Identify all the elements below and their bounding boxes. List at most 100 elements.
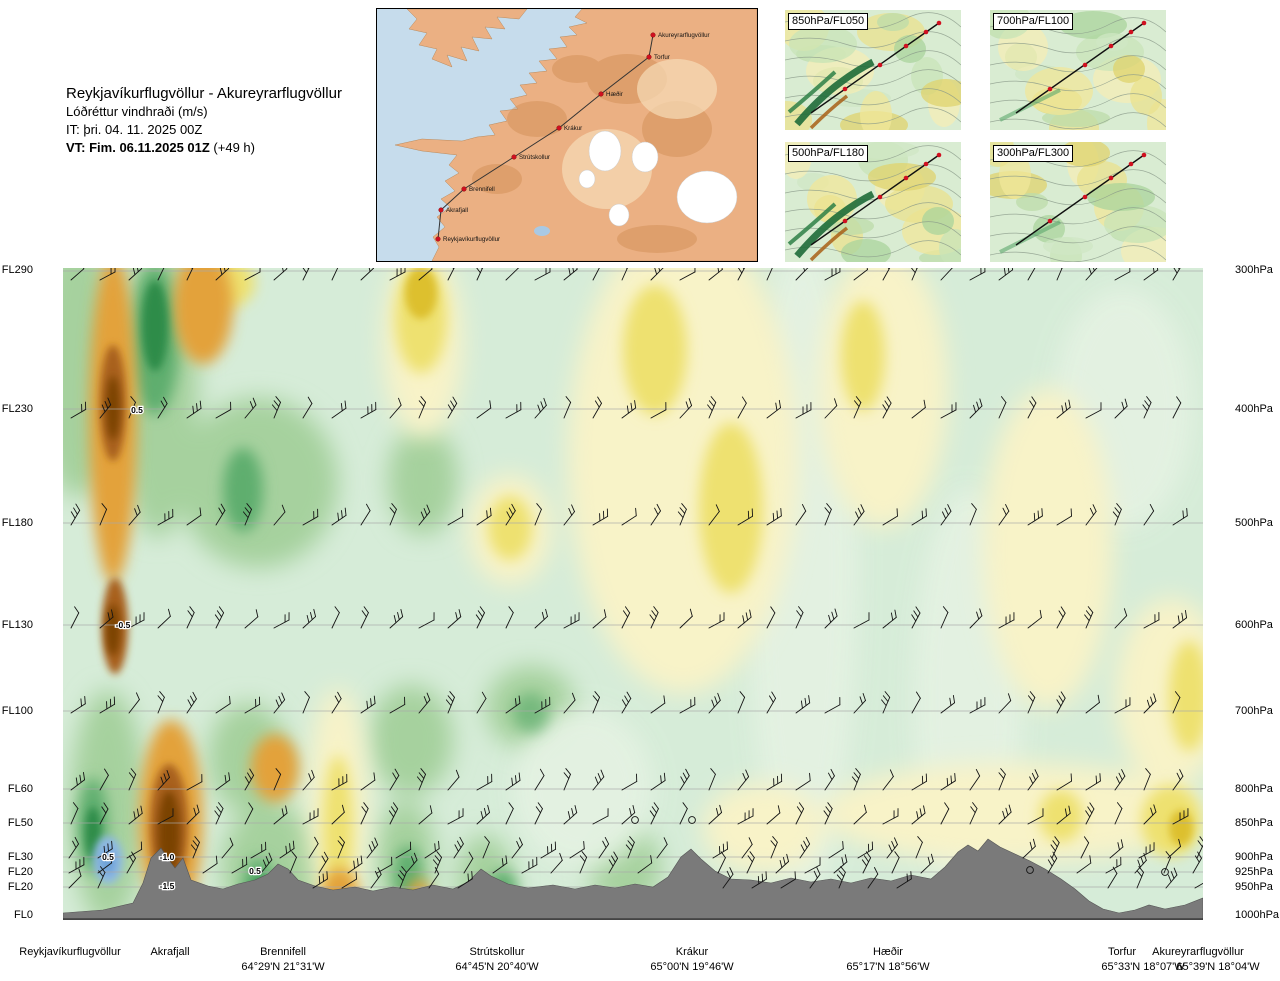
wind-barb bbox=[347, 855, 363, 874]
wind-barb bbox=[621, 805, 636, 825]
wind-barb bbox=[621, 606, 631, 629]
wind-barb bbox=[505, 401, 522, 419]
wind-barb bbox=[881, 691, 891, 714]
wind-barb bbox=[795, 695, 811, 714]
wind-barb bbox=[1084, 606, 1094, 629]
chart-subtitle: Lóðréttur vindhraði (m/s) bbox=[66, 104, 208, 119]
flight-level-label: FL60 bbox=[7, 783, 33, 795]
wind-barb bbox=[215, 401, 232, 419]
wind-barb bbox=[1027, 769, 1039, 791]
wind-barb bbox=[592, 769, 605, 791]
waypoint-dot bbox=[435, 236, 441, 242]
wind-barb bbox=[389, 503, 397, 526]
wind-barb bbox=[799, 836, 811, 859]
wind-barb bbox=[99, 503, 108, 526]
mini-panel-map-700 bbox=[990, 10, 1166, 130]
route-map-inset: Akureyrarflugvöllur Torfur Hæðir Krákur Strú… bbox=[376, 8, 758, 262]
waypoint-dot bbox=[511, 154, 517, 160]
wind-barb bbox=[128, 504, 141, 526]
wind-barb bbox=[388, 802, 399, 825]
wind-barb bbox=[463, 851, 474, 874]
wind-barb bbox=[911, 773, 928, 791]
wind-barb bbox=[824, 608, 838, 629]
wind-barb bbox=[737, 268, 747, 281]
wind-barb bbox=[534, 696, 551, 714]
wind-barb bbox=[476, 773, 493, 791]
flight-level-label: FL0 bbox=[14, 909, 33, 921]
wind-barb bbox=[1172, 507, 1188, 526]
wind-barb bbox=[215, 268, 230, 281]
wind-barb bbox=[70, 268, 85, 281]
wind-barb bbox=[1056, 805, 1071, 825]
wind-barb bbox=[99, 768, 109, 791]
wind-barb bbox=[331, 691, 342, 714]
wind-barb bbox=[416, 768, 426, 791]
wind-barb bbox=[273, 504, 286, 526]
wind-barb bbox=[712, 841, 728, 859]
mini-panel-300: 300hPa/FL300 bbox=[990, 142, 1166, 262]
wind-barb bbox=[563, 504, 575, 526]
wind-barb bbox=[475, 268, 485, 281]
calm-wind-marker bbox=[631, 816, 639, 824]
wind-barb bbox=[569, 840, 585, 859]
waypoint-label: Reykjavíkurflugvöllur bbox=[443, 236, 500, 243]
wind-barb bbox=[68, 868, 82, 889]
mini-panel-map-850 bbox=[785, 10, 961, 130]
wind-barb bbox=[273, 768, 282, 791]
init-time: IT: þri. 04. 11. 2025 00Z bbox=[66, 122, 203, 137]
route-line bbox=[437, 34, 654, 240]
wind-barb bbox=[969, 268, 986, 281]
wind-barb bbox=[746, 851, 755, 874]
wind-barb bbox=[482, 836, 490, 859]
wind-barb bbox=[857, 841, 874, 859]
wind-barb bbox=[341, 871, 357, 889]
wind-barb bbox=[70, 606, 80, 629]
wind-barb bbox=[395, 841, 412, 859]
wind-barb bbox=[1172, 268, 1183, 281]
station-coordinates: 65°39'N 18°04'W bbox=[1176, 961, 1260, 973]
contour-value-label: 0.5 bbox=[102, 852, 114, 862]
wind-barb bbox=[242, 503, 252, 526]
wind-barb bbox=[770, 836, 778, 859]
flight-level-label: FL130 bbox=[1, 619, 33, 631]
wind-barb bbox=[1056, 508, 1072, 526]
waypoint-label: Strútskollur bbox=[519, 154, 550, 161]
wind-barb bbox=[804, 857, 821, 874]
wind-barb bbox=[824, 268, 841, 281]
wind-barb bbox=[911, 691, 921, 714]
wind-barb bbox=[186, 507, 202, 526]
flight-level-label: FL20 bbox=[7, 866, 33, 878]
pressure-label: 925hPa bbox=[1235, 866, 1273, 878]
wind-barb bbox=[920, 853, 934, 874]
flight-level-label: FL20 bbox=[7, 881, 33, 893]
mini-panel-850: 850hPa/FL050 bbox=[785, 10, 961, 130]
wind-barb bbox=[99, 397, 112, 419]
wind-barb bbox=[650, 401, 667, 419]
wind-barb bbox=[318, 851, 329, 874]
flight-level-label: FL180 bbox=[1, 517, 33, 529]
wind-barb bbox=[621, 268, 630, 281]
wind-barb bbox=[1085, 773, 1101, 791]
contour-value-label: -0.5 bbox=[116, 620, 131, 630]
wind-barb bbox=[1143, 804, 1157, 825]
station-label: Krákur bbox=[675, 946, 709, 958]
wind-barb bbox=[447, 268, 457, 281]
wind-barb bbox=[795, 402, 812, 419]
wind-barb bbox=[737, 769, 750, 791]
wind-barb bbox=[824, 503, 832, 526]
wind-barb bbox=[677, 503, 687, 526]
pressure-label: 700hPa bbox=[1235, 705, 1273, 717]
wind-barb bbox=[1114, 769, 1126, 791]
wind-barb bbox=[911, 399, 926, 419]
wind-barb bbox=[625, 836, 635, 859]
wind-barb bbox=[592, 808, 609, 825]
wind-barb bbox=[97, 840, 113, 859]
wind-barb bbox=[1027, 808, 1044, 825]
wind-barb bbox=[99, 696, 116, 714]
wind-barb bbox=[505, 802, 514, 825]
wind-barb bbox=[563, 805, 578, 825]
wind-barb bbox=[360, 401, 377, 419]
wind-barb bbox=[215, 503, 226, 526]
glaciers bbox=[578, 130, 738, 227]
station-coordinates: 65°33'N 18°07'W bbox=[1101, 961, 1185, 973]
